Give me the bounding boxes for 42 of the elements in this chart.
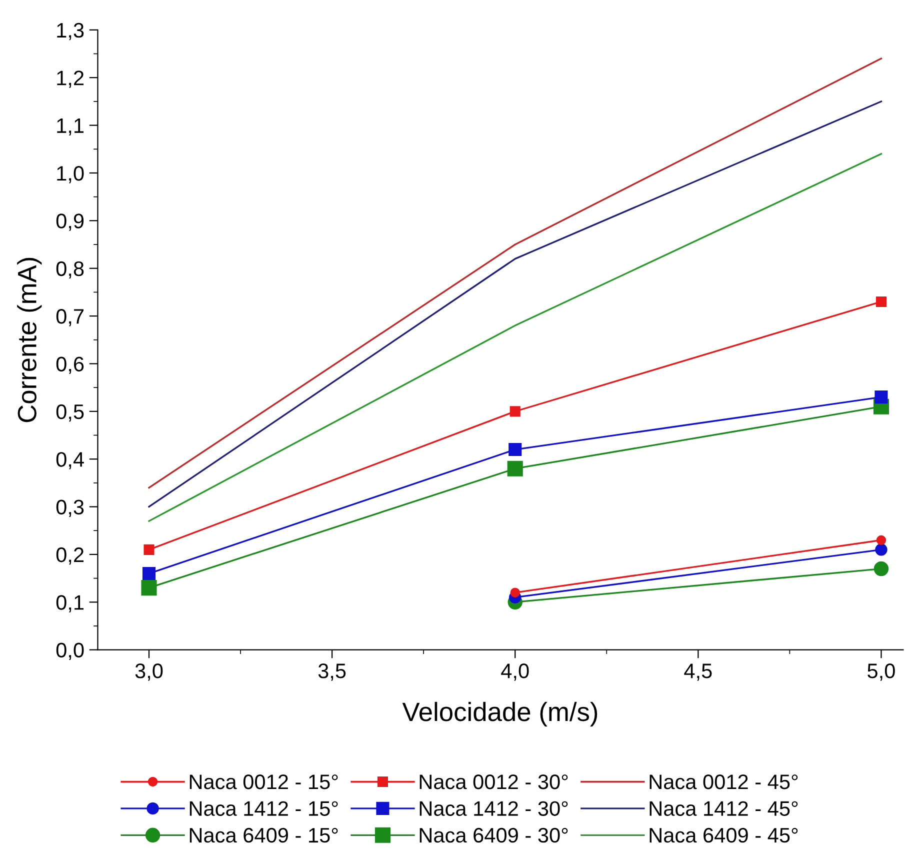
y-tick-label: 1,1 xyxy=(57,118,84,136)
point xyxy=(508,443,522,456)
legend-label: Naca 0012 - 45° xyxy=(650,774,798,790)
legend-label: Naca 6409 - 30° xyxy=(420,828,568,843)
point xyxy=(510,406,520,417)
legend-label: Naca 1412 - 30° xyxy=(420,801,568,816)
x-tick-label: 3,5 xyxy=(318,664,346,681)
point xyxy=(876,296,886,307)
legend-label: Naca 1412 - 45° xyxy=(650,801,798,816)
y-tick-label: 0,1 xyxy=(56,595,84,612)
point xyxy=(875,544,888,556)
point xyxy=(507,460,523,476)
y-tick-label: 1,0 xyxy=(57,166,84,184)
y-tick-label: 0,2 xyxy=(56,547,84,565)
y-tick-label: 0,9 xyxy=(56,214,84,231)
y-tick-label: 0,0 xyxy=(56,642,84,660)
x-tick-label: 5,0 xyxy=(868,664,895,681)
y-tick-label: 0,4 xyxy=(56,452,84,470)
legend-label: Naca 1412 - 15° xyxy=(190,801,338,816)
y-tick-label: 1,3 xyxy=(57,22,84,40)
legend-label: Naca 6409 - 15° xyxy=(190,828,338,843)
y-tick-label: 0,7 xyxy=(56,309,84,326)
x-tick-label: 4,5 xyxy=(684,664,712,681)
point xyxy=(510,588,520,598)
x-tick-label: 3,0 xyxy=(135,664,163,681)
point xyxy=(874,561,889,576)
x-axis-title: Velocidade (m/s) xyxy=(402,702,598,726)
y-tick-label: 0,5 xyxy=(56,404,84,422)
point xyxy=(142,566,156,580)
point xyxy=(874,390,888,404)
y-tick-label: 1,2 xyxy=(57,70,84,88)
y-axis-title: Corrente (mA) xyxy=(17,258,42,422)
y-tick-label: 0,6 xyxy=(56,356,84,374)
y-tick-label: 0,8 xyxy=(56,261,84,279)
point xyxy=(144,544,154,555)
point xyxy=(876,535,886,545)
x-tick-label: 4,0 xyxy=(501,664,529,681)
legend-label: Naca 0012 - 30° xyxy=(420,774,568,790)
point xyxy=(141,580,157,596)
y-tick-label: 0,3 xyxy=(56,500,84,517)
legend-label: Naca 0012 - 15° xyxy=(190,774,338,790)
legend-label: Naca 6409 - 45° xyxy=(650,828,798,843)
